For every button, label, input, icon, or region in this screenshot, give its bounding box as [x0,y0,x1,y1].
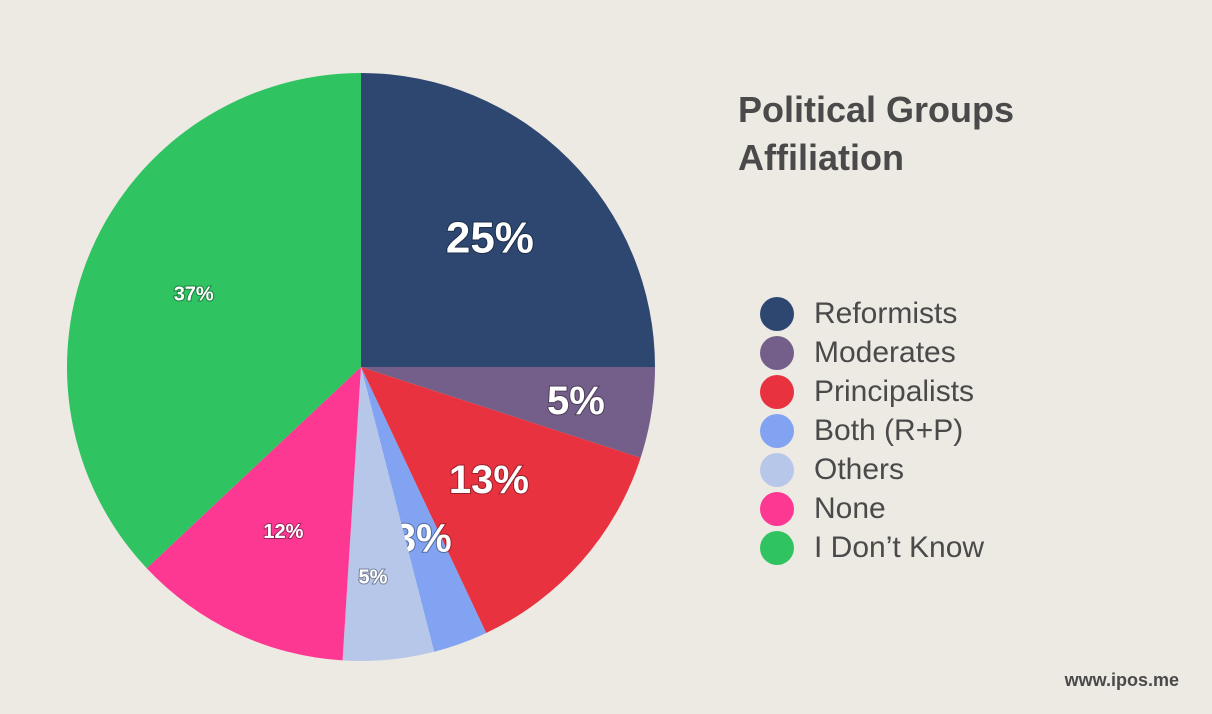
pie-slice-both-r-p [361,367,487,652]
legend-swatch [760,374,794,409]
legend-item-principalists: Principalists [760,372,984,411]
legend-swatch [760,296,794,331]
legend-label: Moderates [814,335,956,369]
pie-slice-reformists [361,73,655,367]
legend-label: I Don’t Know [814,530,985,564]
slice-label: 13% [449,458,529,502]
legend-swatch [760,452,794,487]
pie-slice-others [342,367,435,661]
legend-label: None [814,491,886,525]
pie-slice-principalists [361,367,641,634]
source-url: www.ipos.me [1064,670,1179,690]
legend-label: Others [814,452,905,486]
legend-item-dont-know: I Don’t Know [760,528,984,567]
legend-item-moderates: Moderates [760,333,984,372]
chart-title: Political Groups Affiliation [738,86,1158,182]
slice-label: 37% [174,284,214,306]
legend-item-none: None [760,489,984,528]
chart-title-line1: Political Groups [738,89,1015,130]
legend-swatch [760,491,794,526]
legend-item-both: Both (R+P) [760,411,984,450]
pie-slice-moderates [361,367,655,458]
legend-swatch [760,335,794,370]
legend: Reformists Moderates Principalists Both … [760,294,984,567]
pie-chart: 25%5%13%3%5%12%37% [67,73,655,661]
legend-label: Reformists [814,296,958,330]
legend-swatch [760,413,794,448]
slice-label: 12% [263,521,303,543]
legend-label: Both (R+P) [814,413,964,447]
legend-item-reformists: Reformists [760,294,984,333]
slice-label: 5% [358,567,387,589]
pie-slice-i-don-t-know [67,73,362,569]
legend-label: Principalists [814,374,975,408]
pie-slice-none [146,367,361,661]
chart-title-line2: Affiliation [738,137,904,178]
slice-label: 25% [446,214,534,263]
legend-item-others: Others [760,450,984,489]
slice-label: 5% [547,379,605,423]
legend-swatch [760,530,794,565]
